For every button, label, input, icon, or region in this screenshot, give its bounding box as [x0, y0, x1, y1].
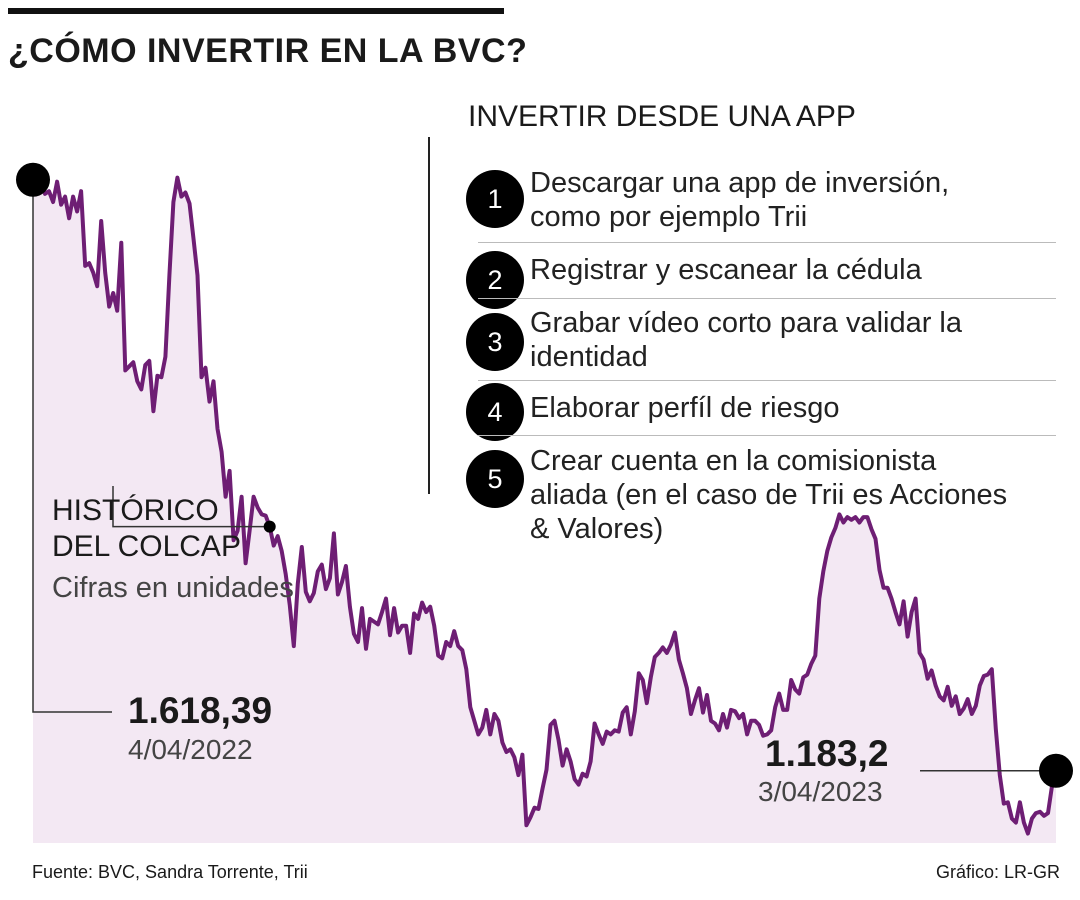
end-date-label: 3/04/2023 — [758, 776, 883, 807]
step-number-badge: 4 — [466, 383, 524, 441]
title-top-rule — [8, 8, 504, 14]
step-number-badge: 5 — [466, 450, 524, 508]
chart-title-line-2: DEL COLCAP — [52, 530, 241, 563]
step-separator — [478, 380, 1056, 381]
step-text: Descargar una app de inversión, como por… — [530, 167, 950, 233]
graphic-credit: Gráfico: LR-GR — [935, 862, 1060, 882]
start-date-label: 4/04/2022 — [128, 734, 253, 765]
step-text: Crear cuenta en la comisionista aliada (… — [530, 445, 1008, 545]
chart-series-line — [31, 175, 1058, 836]
end-value-label: 1.183,2 — [765, 733, 889, 774]
step-number-badge: 2 — [466, 251, 524, 309]
step-number-badge: 3 — [466, 313, 524, 371]
step-separator — [478, 242, 1056, 243]
app-section-title: INVERTIR DESDE UNA APP — [468, 100, 856, 133]
step-separator — [478, 435, 1056, 436]
step-text: Elaborar perfíl de riesgo — [530, 392, 840, 424]
chart-area-fill — [33, 177, 1056, 844]
chart-label-connector-line — [112, 486, 270, 528]
step-number-badge: 1 — [466, 170, 524, 228]
step-separator — [478, 298, 1056, 299]
end-point-marker — [1039, 753, 1073, 788]
page-title: ¿CÓMO INVERTIR EN LA BVC? — [8, 32, 528, 70]
start-connector-line — [32, 179, 112, 713]
chart-label-marker — [263, 520, 276, 533]
section-divider — [428, 137, 430, 494]
chart-title-line-1: HISTÓRICO — [52, 494, 219, 527]
start-value-label: 1.618,39 — [128, 690, 273, 731]
step-text: Registrar y escanear la cédula — [530, 254, 922, 286]
start-point-marker — [16, 162, 50, 197]
chart-subtitle: Cifras en unidades — [52, 572, 294, 604]
step-text: Grabar vídeo corto para validar la ident… — [530, 307, 962, 373]
source-note: Fuente: BVC, Sandra Torrente, Trii — [32, 862, 308, 882]
